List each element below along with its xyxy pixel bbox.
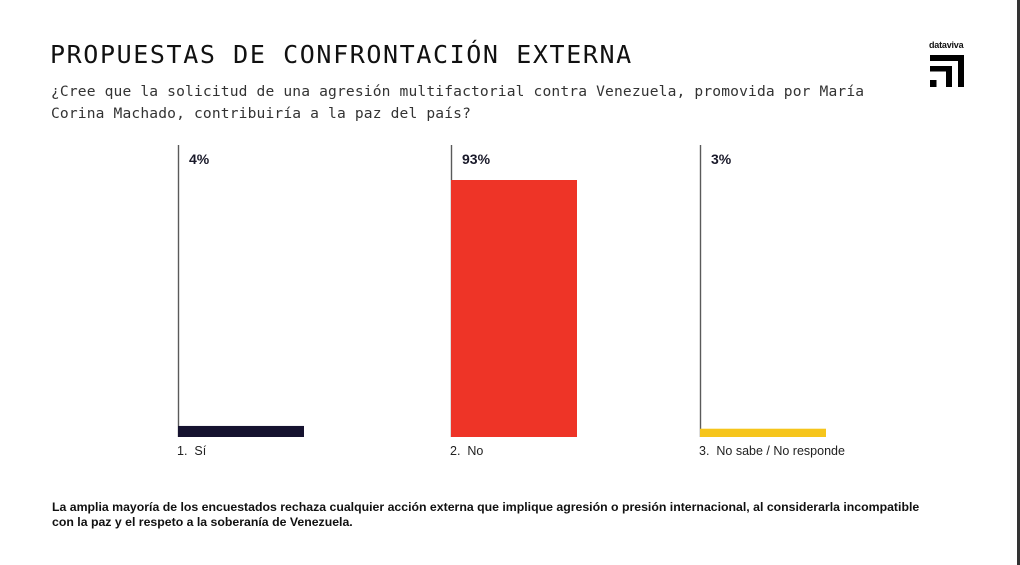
value-label-si: 4% — [189, 151, 210, 167]
category-label-si: 1. Sí — [177, 444, 207, 458]
category-label-no: 2. No — [450, 444, 483, 458]
bar-chart: 4% 1. Sí 93% 2. No 3% 3. No sabe / No respond… — [177, 145, 845, 458]
survey-question: ¿Cree que la solicitud de una agresión m… — [51, 83, 865, 122]
chart-title: PROPUESTAS DE CONFRONTACIÓN EXTERNA — [50, 40, 633, 69]
dataviva-logo-icon — [930, 55, 964, 87]
value-label-no: 93% — [462, 151, 491, 167]
page-edge-line — [1017, 0, 1020, 565]
value-label-no-sabe: 3% — [711, 151, 732, 167]
bar-no-sabe — [700, 428, 826, 437]
brand: dataviva — [929, 40, 969, 87]
category-label-no-sabe: 3. No sabe / No responde — [699, 444, 845, 458]
brand-name: dataviva — [929, 40, 964, 50]
footnote: La amplia mayoría de los encuestados rec… — [52, 500, 920, 529]
bar-no — [451, 180, 577, 437]
bar-si — [178, 425, 304, 437]
